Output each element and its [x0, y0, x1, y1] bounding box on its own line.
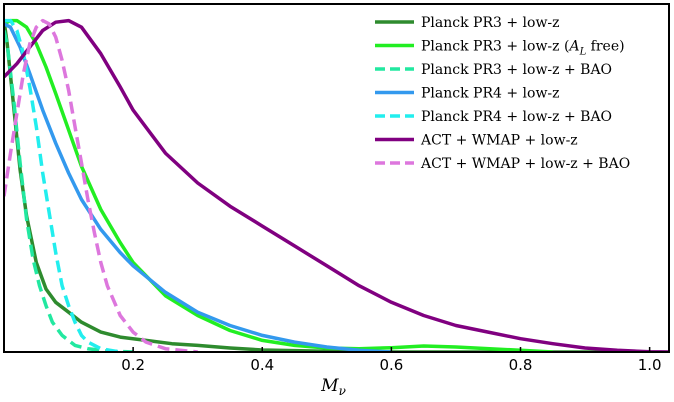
legend-label-3: Planck PR4 + low-z [421, 86, 560, 102]
plot-frame [3, 3, 670, 353]
legend-label-1: Planck PR3 + low-z (AL free) [421, 39, 625, 58]
x-axis-label-sub: ν [339, 384, 346, 398]
x-axis: 0.2 0.4 0.6 0.8 1.0 [121, 347, 662, 374]
legend: Planck PR3 + low-z Planck PR3 + low-z (AL… [375, 15, 630, 172]
series-line-5 [4, 18, 669, 352]
legend-label-5: ACT + WMAP + low-z [420, 133, 578, 149]
x-tick-label: 0.6 [379, 356, 403, 374]
series-line-4 [4, 18, 121, 352]
series-line-6 [4, 18, 198, 352]
x-tick-label: 0.4 [250, 356, 274, 374]
x-tick-label: 0.2 [121, 356, 145, 374]
series-line-2 [4, 30, 134, 352]
x-tick-label: 0.8 [509, 356, 533, 374]
legend-label-4: Planck PR4 + low-z + BAO [421, 109, 612, 125]
x-axis-label-main: M [320, 376, 339, 396]
series-layer [4, 18, 669, 352]
x-tick-label: 1.0 [638, 356, 662, 374]
x-axis-label: Mν [320, 376, 346, 398]
legend-label-2: Planck PR3 + low-z + BAO [421, 62, 612, 78]
series-line-3 [4, 22, 392, 352]
legend-label-0: Planck PR3 + low-z [421, 15, 560, 31]
legend-label-6: ACT + WMAP + low-z + BAO [420, 156, 630, 172]
